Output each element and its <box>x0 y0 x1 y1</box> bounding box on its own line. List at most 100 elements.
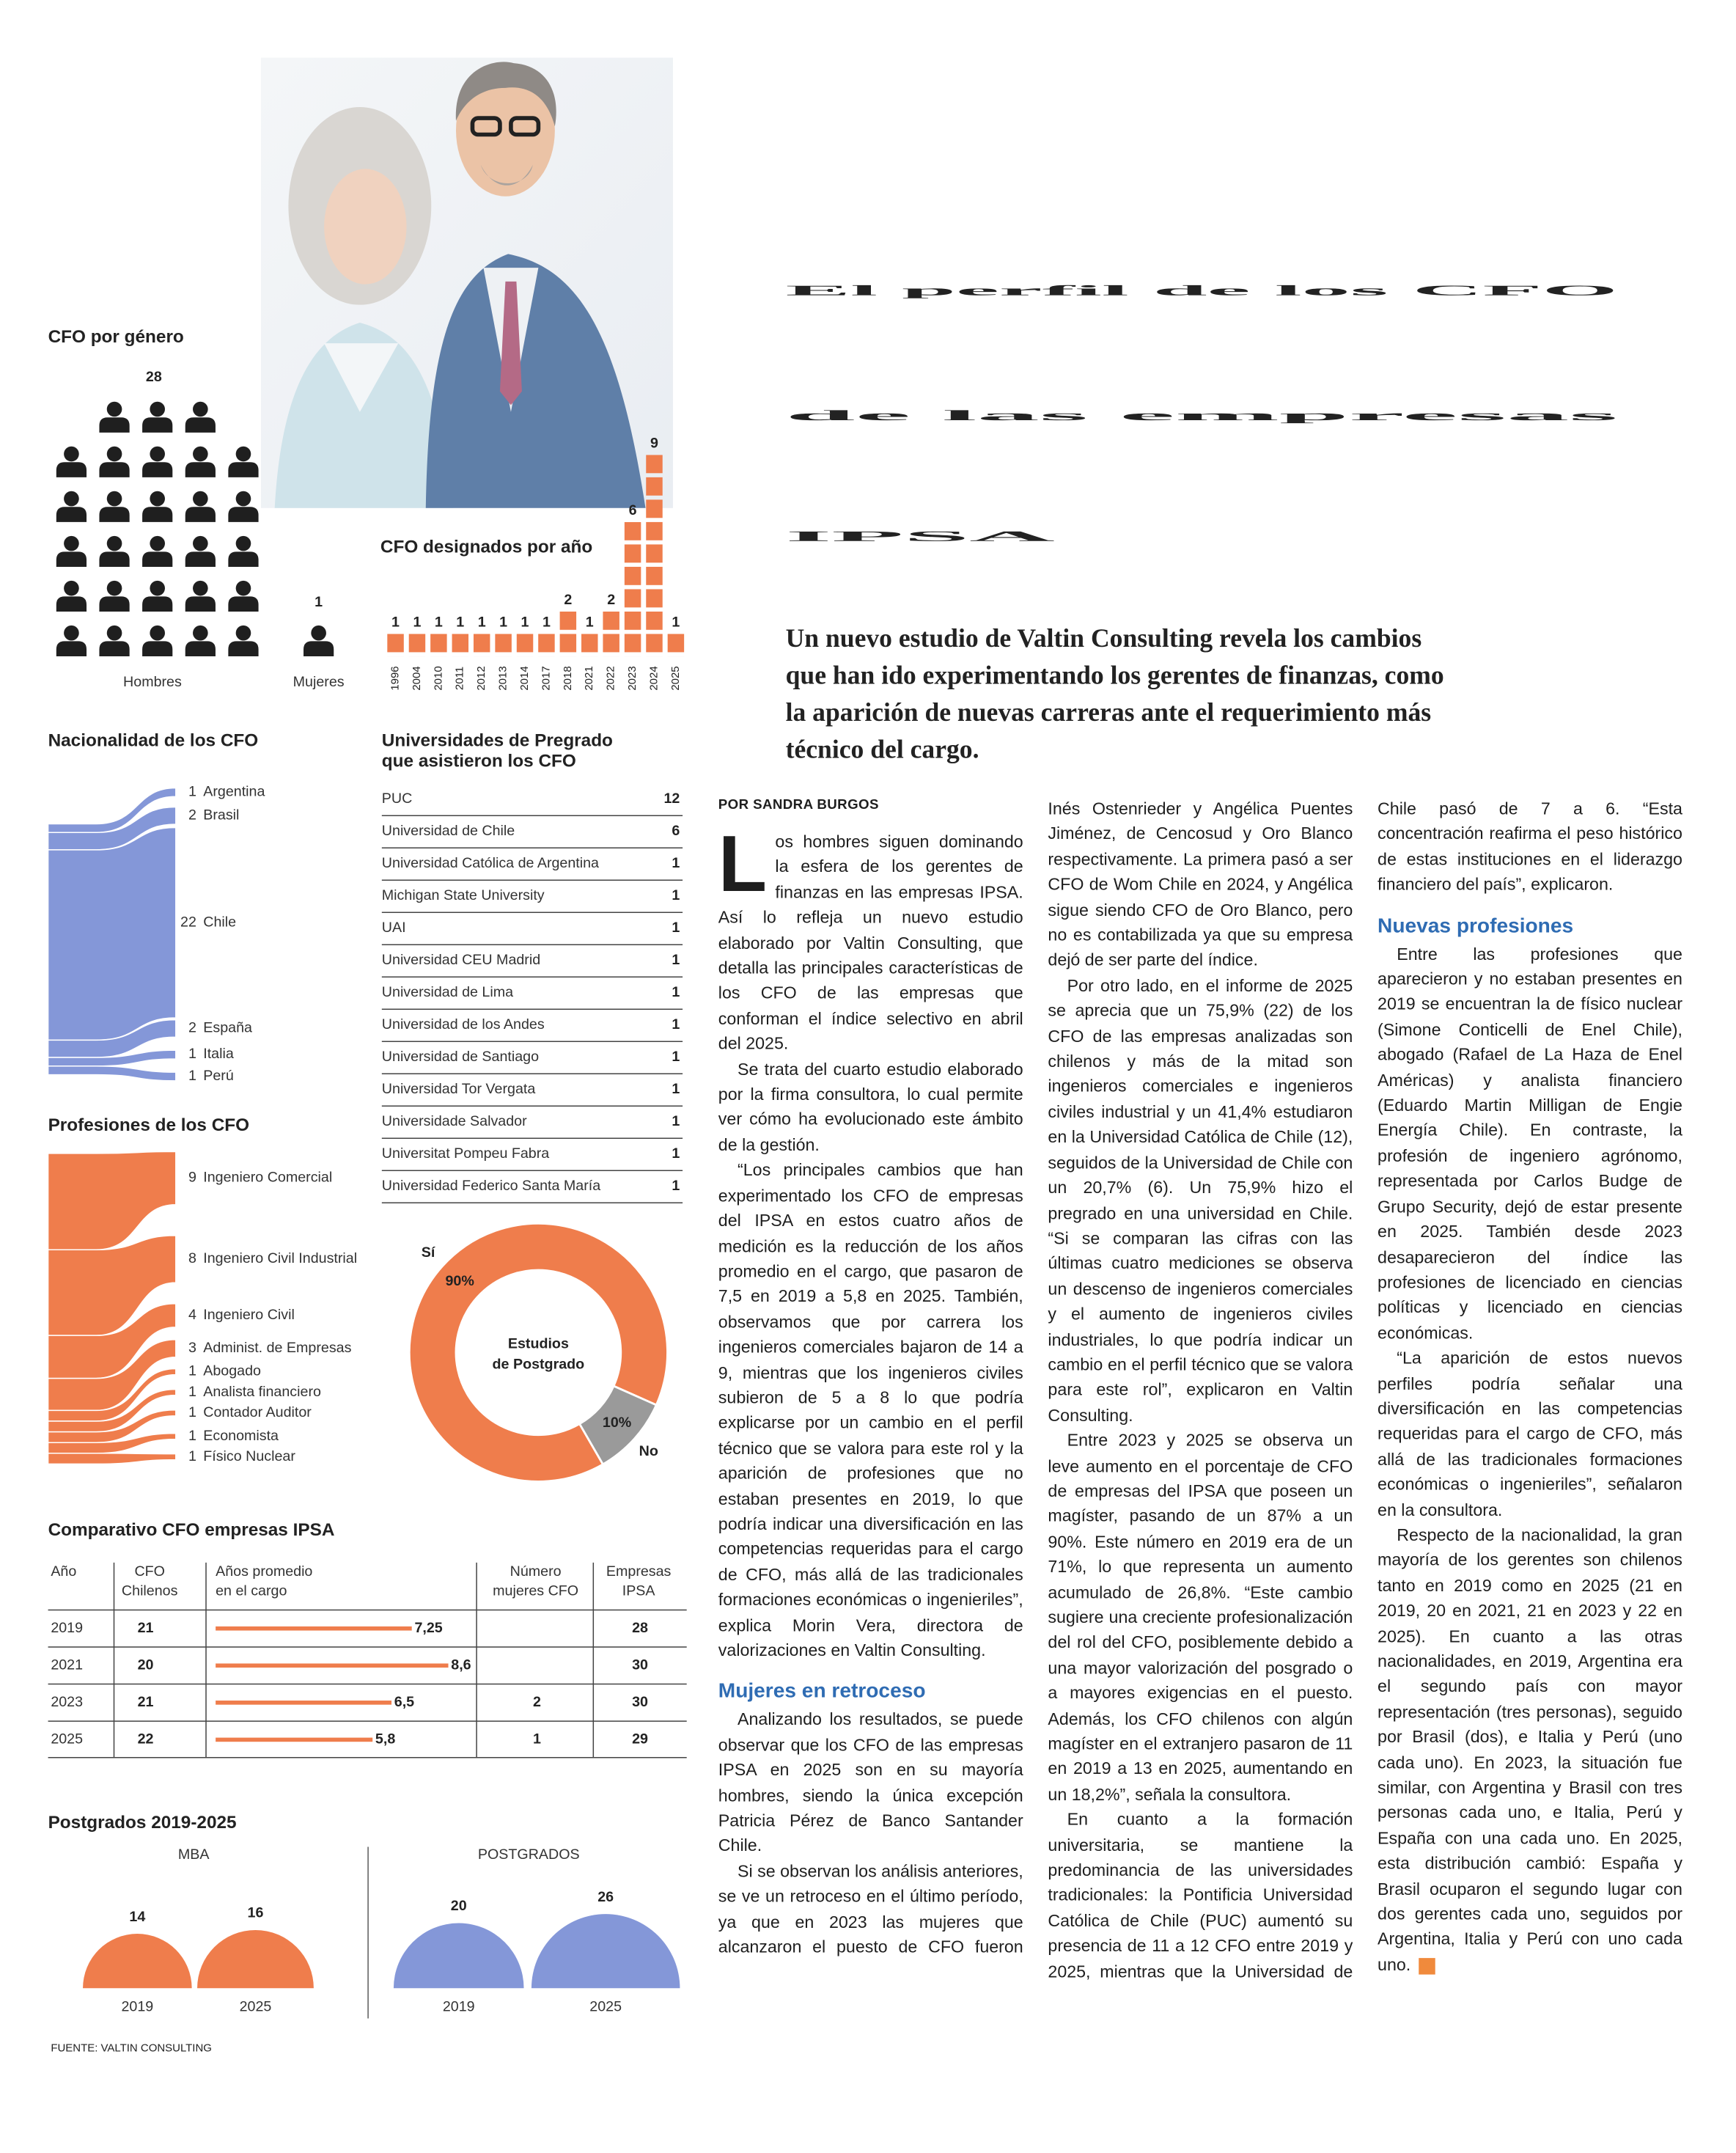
value-label: 2 <box>188 1020 196 1036</box>
flow <box>47 1049 177 1067</box>
x-tick-label: 2023 <box>626 666 639 690</box>
bar <box>495 634 512 657</box>
table-cell: Universidad Católica de Argentina <box>382 855 599 871</box>
bar <box>216 1737 373 1742</box>
value-label: 2 <box>564 592 572 608</box>
value-label: 90% <box>446 1273 474 1289</box>
bar <box>516 634 534 657</box>
man-icon <box>56 535 87 567</box>
bar <box>387 634 404 657</box>
icon-head <box>235 446 251 462</box>
icon-body <box>56 641 87 657</box>
icon-body <box>99 417 130 433</box>
man-icon <box>185 401 216 433</box>
column-header: Años promedio <box>216 1563 312 1580</box>
icon-body <box>99 462 130 477</box>
table-cell: 1 <box>672 1049 680 1065</box>
group-label: MBA <box>178 1846 210 1863</box>
man-icon <box>185 580 216 612</box>
headline: El perfil de los CFO <box>786 283 1618 299</box>
icon-body <box>142 641 173 657</box>
man-icon <box>228 446 259 477</box>
man-icon <box>228 580 259 612</box>
table-cell: 2021 <box>51 1657 83 1673</box>
donut-segment <box>408 1222 669 1483</box>
value-label: 1 <box>188 1448 196 1464</box>
value-label: 1 <box>586 615 594 631</box>
flow <box>47 787 177 834</box>
icon-head <box>64 580 79 596</box>
icon-head <box>106 446 122 462</box>
table-cell: Universidad de Chile <box>382 823 515 839</box>
icon-head <box>235 491 251 507</box>
table-cell: Universitat Pompeu Fabra <box>382 1145 549 1162</box>
icon-head <box>193 535 208 551</box>
category-label: Perú <box>203 1068 234 1084</box>
value-label: 1 <box>672 615 680 631</box>
column-header: Número <box>510 1563 562 1580</box>
chart-title: Nacionalidad de los CFO <box>48 731 259 751</box>
category-label: Sí <box>422 1244 435 1261</box>
table-cell: 21 <box>138 1620 154 1636</box>
x-tick-label: 1996 <box>389 666 401 690</box>
category-label: Argentina <box>203 784 265 800</box>
column-header: Empresas <box>606 1563 672 1580</box>
icon-head <box>64 625 79 641</box>
icon-head <box>150 535 165 551</box>
man-icon <box>228 625 259 657</box>
table-cell: 29 <box>632 1731 648 1747</box>
table-cell: 1 <box>672 920 680 936</box>
table-cell: 1 <box>672 1016 680 1033</box>
bar <box>473 634 490 657</box>
value-label: 20 <box>451 1898 467 1914</box>
woman-body <box>274 323 454 508</box>
icon-head <box>235 625 251 641</box>
woman-face <box>324 169 407 285</box>
donut-title: de Postgrado <box>493 1356 585 1372</box>
headline: de las empresas <box>786 408 1620 424</box>
category-label: Ingeniero Civil <box>203 1307 295 1323</box>
icon-head <box>150 446 165 462</box>
category-label: 2025 <box>240 1999 272 2015</box>
value-label: 9 <box>188 1170 196 1186</box>
man-icon <box>99 491 130 522</box>
value-label: 14 <box>129 1909 145 1925</box>
icon-body <box>228 462 259 477</box>
icon-head <box>311 625 326 641</box>
icon-body <box>185 462 216 477</box>
value-label: 3 <box>188 1340 196 1356</box>
half-circle <box>531 1914 680 1989</box>
table-cell: Universidad CEU Madrid <box>382 952 540 968</box>
category-label: España <box>203 1020 252 1036</box>
table-cell: 2 <box>533 1694 541 1710</box>
x-tick-label: 2011 <box>454 667 466 690</box>
x-tick-label: 2004 <box>411 666 423 690</box>
value-label: 5,8 <box>375 1731 395 1747</box>
category-label: 2019 <box>443 1999 475 2015</box>
chart-title: CFO designados por año <box>380 538 592 557</box>
bar <box>538 634 555 657</box>
man-icon <box>142 401 173 433</box>
subheading: Nuevas profesiones <box>1378 914 1574 938</box>
table-cell: 1 <box>672 887 680 903</box>
icon-head <box>193 401 208 417</box>
man-icon <box>56 580 87 612</box>
bar <box>667 634 685 657</box>
value-label: 6,5 <box>394 1694 414 1710</box>
category-label: Analista financiero <box>203 1384 321 1400</box>
table-cell: Michigan State University <box>382 887 545 903</box>
lede: Un nuevo estudio de Valtin Consulting re… <box>785 624 1444 765</box>
value-label: 1 <box>188 1384 196 1400</box>
table-cell: 1 <box>672 855 680 871</box>
bar <box>581 634 598 657</box>
icon-body <box>142 462 173 477</box>
icon-head <box>150 491 165 507</box>
category-label: Físico Nuclear <box>203 1448 295 1464</box>
flow <box>47 1151 177 1251</box>
value-label: 22 <box>180 914 196 930</box>
icon-body <box>56 596 87 612</box>
icon-head <box>193 446 208 462</box>
bar <box>216 1663 449 1668</box>
man-icon <box>99 535 130 567</box>
